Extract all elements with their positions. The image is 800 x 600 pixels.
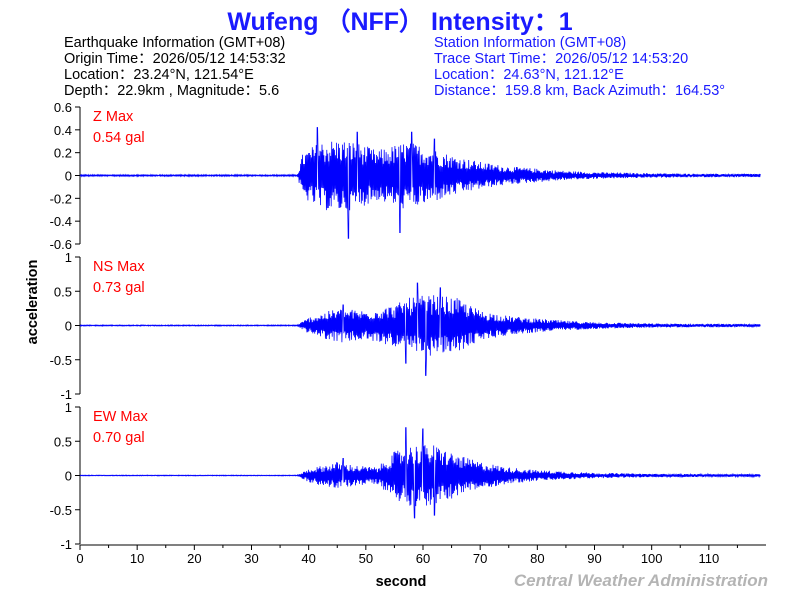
max-label-z: Z Max (93, 109, 134, 125)
station-info: Station Information (GMT+08) Trace Start… (434, 35, 725, 99)
x-tick-label: 100 (641, 551, 663, 566)
trace-ns (79, 282, 761, 376)
epicenter-location: Location：23.24°N, 121.54°E (64, 67, 254, 83)
y-tick-label: 0 (65, 319, 72, 334)
x-tick-label: 80 (530, 551, 544, 566)
max-value-ns: 0.73 gal (93, 280, 145, 296)
y-tick-label: 0.2 (54, 146, 72, 161)
y-tick-label: 1 (65, 400, 72, 415)
x-tick-label: 0 (76, 551, 83, 566)
trace-start-time: Trace Start Time：2026/05/12 14:53:20 (434, 51, 689, 67)
y-tick-label: -1 (60, 537, 72, 552)
y-tick-label: 0.5 (54, 284, 72, 299)
max-value-z: 0.54 gal (93, 130, 145, 146)
chart-title: Wufeng （NFF） Intensity：1 (227, 8, 573, 36)
max-label-ew: EW Max (93, 409, 149, 425)
y-tick-label: -0.5 (50, 353, 72, 368)
trace-ew (79, 427, 761, 519)
origin-time: Origin Time：2026/05/12 14:53:32 (64, 51, 286, 67)
x-tick-label: 30 (244, 551, 258, 566)
x-tick-label: 40 (301, 551, 315, 566)
trace-z (79, 127, 761, 239)
max-label-ns: NS Max (93, 259, 145, 275)
y-tick-label: -0.6 (50, 237, 72, 252)
x-tick-label: 90 (587, 551, 601, 566)
station-location: Location：24.63°N, 121.12°E (434, 67, 624, 83)
y-axis-label: acceleration (25, 260, 41, 345)
distance-azimuth: Distance：159.8 km, Back Azimuth：164.53° (434, 83, 726, 99)
y-tick-label: 0.5 (54, 434, 72, 449)
agency-credit: Central Weather Administration (514, 571, 768, 590)
y-tick-label: -0.5 (50, 503, 72, 518)
x-tick-label: 10 (130, 551, 144, 566)
y-tick-label: 0.6 (54, 100, 72, 115)
x-tick-label: 70 (473, 551, 487, 566)
x-tick-label: 50 (359, 551, 373, 566)
x-tick-label: 60 (416, 551, 430, 566)
y-tick-label: -0.4 (50, 214, 72, 229)
y-tick-label: 0 (65, 469, 72, 484)
y-tick-label: 0 (65, 169, 72, 184)
earthquake-info: Earthquake Information (GMT+08) Origin T… (64, 35, 286, 99)
y-tick-label: 0.4 (54, 123, 72, 138)
depth-magnitude: Depth：22.9km , Magnitude：5.6 (64, 83, 280, 99)
x-axis-label: second (376, 574, 427, 590)
x-tick-label: 20 (187, 551, 201, 566)
earthquake-info-heading: Earthquake Information (GMT+08) (64, 35, 286, 51)
y-tick-label: -0.2 (50, 191, 72, 206)
y-tick-label: 1 (65, 250, 72, 265)
max-value-ew: 0.70 gal (93, 430, 145, 446)
y-tick-label: -1 (60, 387, 72, 402)
x-tick-label: 110 (698, 551, 719, 566)
station-info-heading: Station Information (GMT+08) (434, 35, 627, 51)
